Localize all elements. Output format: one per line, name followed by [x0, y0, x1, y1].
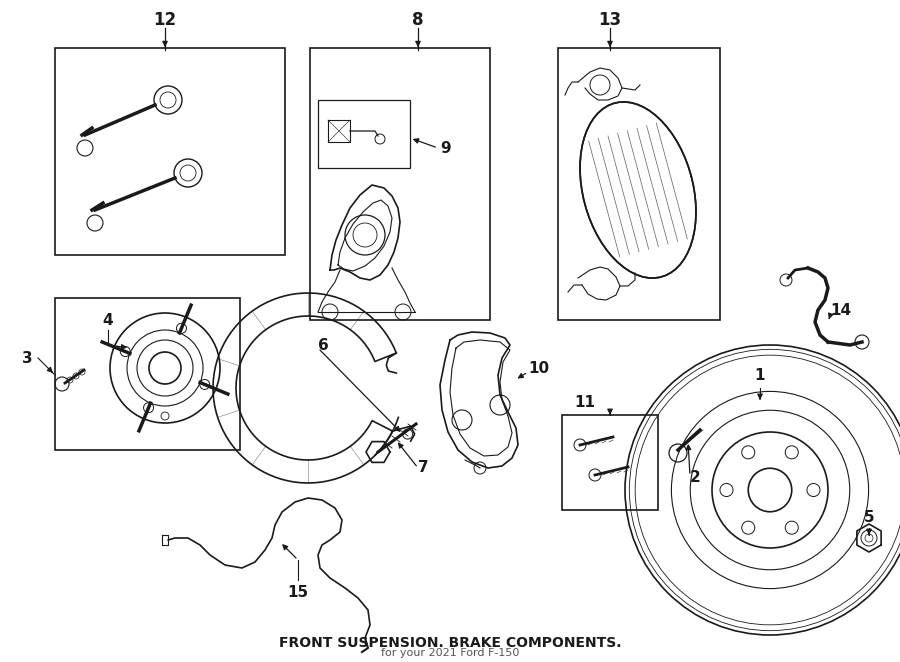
Bar — [562, 415, 658, 510]
Text: 13: 13 — [598, 11, 622, 29]
Text: 7: 7 — [418, 461, 428, 475]
Bar — [55, 298, 240, 450]
Text: 4: 4 — [103, 312, 113, 328]
Text: 1: 1 — [755, 368, 765, 383]
Text: 10: 10 — [528, 361, 549, 375]
Text: 5: 5 — [864, 510, 874, 525]
Bar — [310, 48, 490, 320]
Bar — [318, 100, 410, 168]
Text: FRONT SUSPENSION. BRAKE COMPONENTS.: FRONT SUSPENSION. BRAKE COMPONENTS. — [279, 636, 621, 650]
Bar — [55, 48, 285, 255]
Text: 2: 2 — [690, 471, 701, 485]
Text: 14: 14 — [830, 303, 851, 318]
Text: 15: 15 — [287, 585, 309, 600]
Text: 6: 6 — [318, 338, 328, 352]
Text: 11: 11 — [574, 395, 596, 410]
Bar — [558, 48, 720, 320]
Text: 12: 12 — [153, 11, 176, 29]
Text: for your 2021 Ford F-150: for your 2021 Ford F-150 — [381, 648, 519, 658]
Text: 8: 8 — [412, 11, 424, 29]
Text: 9: 9 — [440, 140, 451, 156]
Text: 3: 3 — [22, 350, 32, 365]
